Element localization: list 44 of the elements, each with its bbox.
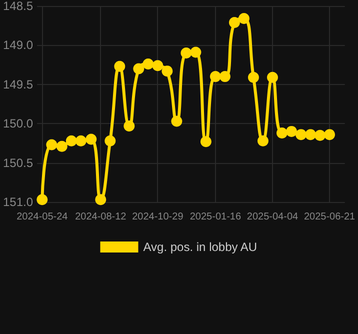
point [36, 194, 48, 206]
point [46, 139, 58, 150]
point [180, 48, 192, 59]
y-tick-label: 149.0 [3, 38, 34, 52]
point [75, 135, 86, 146]
point [162, 66, 173, 77]
point [228, 16, 240, 28]
point [114, 60, 126, 72]
point [66, 135, 77, 146]
x-tick-label: 2025-01-16 [190, 212, 242, 222]
point [219, 71, 230, 82]
x-tick-label: 2025-06-21 [304, 212, 356, 222]
point [238, 13, 250, 24]
y-tick-label: 150.0 [3, 116, 34, 131]
point [324, 129, 336, 140]
point [276, 128, 288, 139]
point [56, 140, 68, 152]
point [286, 126, 297, 137]
point [133, 63, 144, 74]
point [248, 72, 259, 83]
point [296, 129, 307, 140]
y-tick-label: 148.5 [3, 0, 34, 13]
point [152, 60, 164, 72]
point [95, 194, 106, 206]
point [142, 58, 154, 70]
point [171, 116, 182, 127]
point [210, 71, 221, 82]
y-tick-label: 150.5 [3, 156, 34, 170]
point [257, 135, 268, 146]
point [124, 120, 135, 132]
point [314, 130, 326, 141]
point [104, 135, 116, 146]
legend-label: Avg. pos. in lobby AU [143, 240, 258, 254]
point [190, 46, 202, 58]
point [305, 129, 316, 140]
point [200, 136, 212, 148]
point [86, 134, 97, 145]
y-tick-label: 149.5 [3, 77, 34, 92]
x-tick-label: 2024-10-29 [132, 212, 184, 222]
x-tick-label: 2024-05-24 [16, 212, 68, 222]
y-tick-label: 151.0 [3, 195, 34, 209]
point [267, 72, 278, 83]
x-tick-label: 2024-08-12 [75, 212, 127, 222]
x-tick-label: 2025-04-04 [246, 212, 298, 222]
